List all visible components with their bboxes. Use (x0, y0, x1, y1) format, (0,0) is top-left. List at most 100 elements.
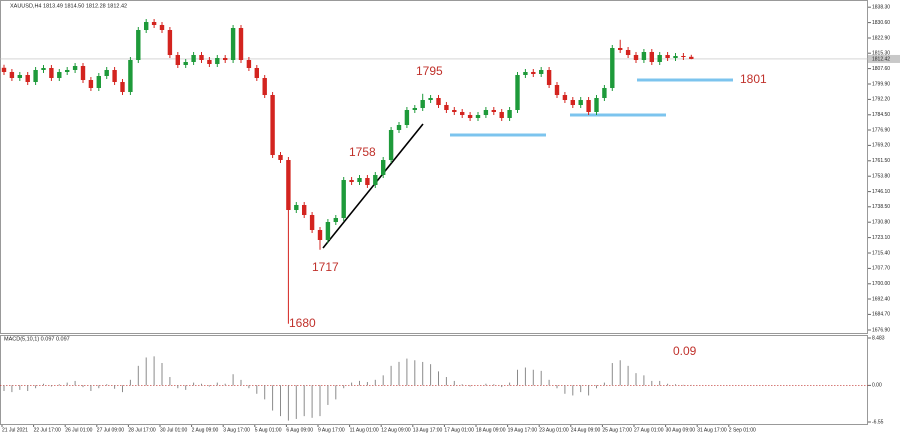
candle-body (444, 105, 449, 110)
x-tick-label: 17 Aug 01:00 (444, 427, 474, 433)
candle-body (673, 56, 678, 58)
candle-body (507, 110, 512, 118)
x-tick-label: 27 Jul 09:00 (97, 427, 124, 433)
candle-body (531, 72, 536, 74)
x-tick-label: 28 Jul 17:00 (128, 427, 155, 433)
candle-body (546, 70, 552, 85)
y-tick-label: 1684.70 (872, 312, 890, 318)
x-tick-label: 12 Aug 09:00 (381, 427, 411, 433)
x-tick-label: 13 Aug 17:00 (413, 427, 443, 433)
candle-body (191, 55, 196, 62)
candle-body (294, 205, 299, 210)
candle-body (128, 60, 133, 92)
candle-body (349, 180, 354, 182)
candle-body (199, 55, 204, 60)
candle-body (88, 80, 94, 88)
annotation: 1795 (416, 64, 443, 78)
candle-body (625, 50, 631, 55)
candle-body (309, 215, 315, 230)
candle-body (515, 75, 520, 110)
candle-body (618, 48, 623, 50)
y-tick-label: 0.00 (872, 383, 882, 389)
price-panel (0, 0, 868, 334)
candle-body (80, 66, 86, 80)
annotation: 1801 (740, 72, 767, 86)
candle-body (633, 55, 639, 60)
candle-body (404, 110, 410, 125)
y-tick-label: 1746.10 (872, 189, 890, 195)
candle-body (230, 28, 236, 60)
candle-body (483, 110, 489, 115)
x-tick-label: 2 Sep 01:00 (729, 427, 756, 433)
x-tick-label: 27 Aug 01:00 (634, 427, 664, 433)
y-tick-label: 1700.00 (872, 281, 890, 287)
candle-body (286, 160, 291, 210)
candle-body (594, 98, 599, 112)
x-tick-label: 5 Aug 01:00 (255, 427, 282, 433)
candle-body (262, 78, 267, 95)
candle-body (65, 70, 70, 72)
candle-body (602, 88, 607, 98)
x-tick-label: 22 Jul 17:00 (34, 427, 61, 433)
y-tick-label: -6.55 (872, 419, 884, 425)
annotation: 1680 (289, 316, 316, 330)
candle-body (223, 58, 228, 60)
y-tick-label: 8.483 (872, 335, 885, 341)
candle-body (49, 68, 54, 78)
candle-body (72, 66, 78, 70)
current-price-box (868, 54, 900, 63)
candle-body (175, 55, 180, 65)
candle-body (215, 58, 220, 64)
candle-body (317, 230, 323, 240)
candle-body (428, 98, 433, 100)
candle-body (388, 130, 394, 160)
candle-body (104, 70, 109, 76)
x-tick-label: 30 Aug 09:00 (666, 427, 696, 433)
candle-body (523, 72, 528, 75)
candle-body (302, 205, 307, 215)
candle-body (665, 55, 670, 58)
candle-body (467, 115, 473, 118)
candle-body (167, 30, 173, 55)
candle-body (25, 75, 30, 82)
candle-body (112, 70, 117, 82)
x-tick-label: 2 Aug 09:00 (192, 427, 219, 433)
y-tick-label: 1753.80 (872, 174, 890, 180)
candle-body (412, 108, 417, 110)
candle-body (452, 110, 457, 112)
candle-body (1, 67, 7, 72)
x-tick-label: 18 Aug 09:00 (476, 427, 506, 433)
candle-body (207, 60, 212, 64)
candle-body (689, 56, 694, 59)
candle-body (270, 95, 275, 155)
candle-body (641, 52, 647, 60)
y-tick-label: 1730.80 (872, 220, 890, 226)
candle-body (539, 70, 544, 74)
macd-title: MACD(5,10,1) 0.097 0.097 (4, 336, 70, 342)
candle-body (570, 100, 575, 105)
y-tick-label: 1815.30 (872, 51, 890, 57)
candle-body (357, 178, 362, 182)
candle-body (460, 112, 465, 115)
candle-body (41, 68, 46, 70)
candle-body (657, 55, 662, 62)
candle-body (159, 25, 165, 30)
x-tick-label: 26 Jul 01:00 (65, 427, 92, 433)
chart-title: XAUUSD,H4 1813.49 1814.50 1812.28 1812.4… (10, 3, 127, 9)
candle-body (246, 60, 252, 68)
macd-panel (0, 335, 868, 425)
candle-body (562, 95, 568, 100)
x-tick-label: 25 Aug 17:00 (602, 427, 632, 433)
x-tick-label: 21 Jul 2021 (2, 427, 28, 433)
candle-body (9, 72, 15, 78)
candle-body (278, 155, 283, 160)
candle-body (238, 28, 244, 60)
candle-body (96, 76, 101, 88)
candle-body (57, 72, 62, 78)
y-tick-label: 1738.50 (872, 204, 890, 210)
x-tick-label: 24 Aug 09:00 (571, 427, 601, 433)
candle-body (144, 22, 149, 30)
candle-body (33, 70, 38, 82)
y-tick-label: 1761.50 (872, 158, 890, 164)
